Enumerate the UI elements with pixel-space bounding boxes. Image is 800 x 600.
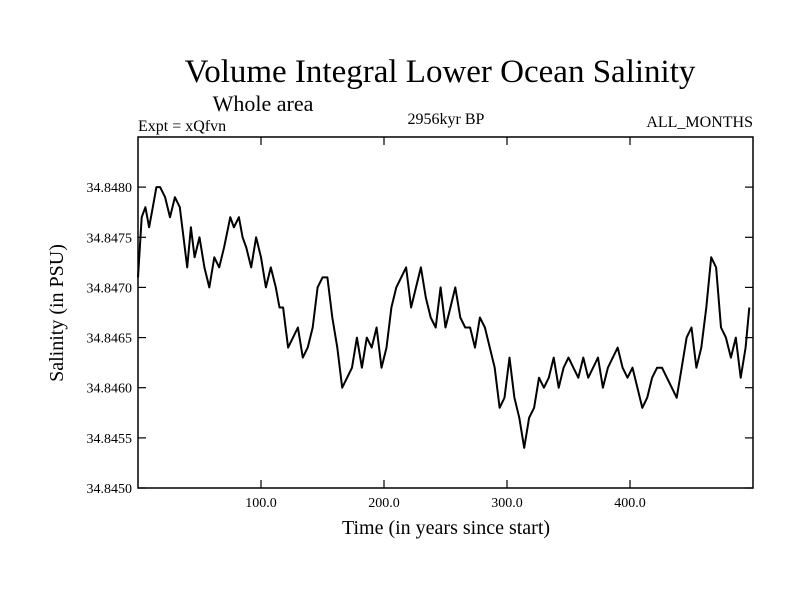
y-tick-label: 34.8465: [87, 332, 133, 347]
chart-subtitle: Whole area: [213, 91, 314, 116]
months-label: ALL_MONTHS: [646, 114, 753, 131]
y-tick-label: 34.8455: [87, 432, 133, 447]
y-axis-ticks: 34.8450 34.8455 34.8460 34.8465 34.8470 34.84…: [87, 181, 753, 497]
experiment-label: Expt = xQfvn: [138, 118, 226, 135]
period-label: 2956kyr BP: [408, 111, 485, 128]
y-axis-label: Salinity (in PSU): [46, 244, 68, 382]
x-axis-label: Time (in years since start): [342, 517, 550, 539]
y-tick-label: 34.8480: [87, 181, 133, 196]
x-axis-ticks: 100.0 200.0 300.0 400.0: [245, 137, 646, 511]
salinity-series-line: [137, 186, 751, 449]
plot-frame: [137, 136, 754, 489]
y-tick-label: 34.8470: [87, 281, 133, 296]
chart-title: Volume Integral Lower Ocean Salinity: [185, 54, 696, 90]
x-tick-label: 400.0: [614, 496, 646, 511]
y-tick-label: 34.8460: [87, 382, 133, 397]
x-tick-label: 200.0: [368, 496, 400, 511]
y-tick-label: 34.8475: [87, 231, 133, 246]
y-tick-label: 34.8450: [87, 482, 133, 497]
x-tick-label: 100.0: [245, 496, 277, 511]
x-tick-label: 300.0: [491, 496, 523, 511]
